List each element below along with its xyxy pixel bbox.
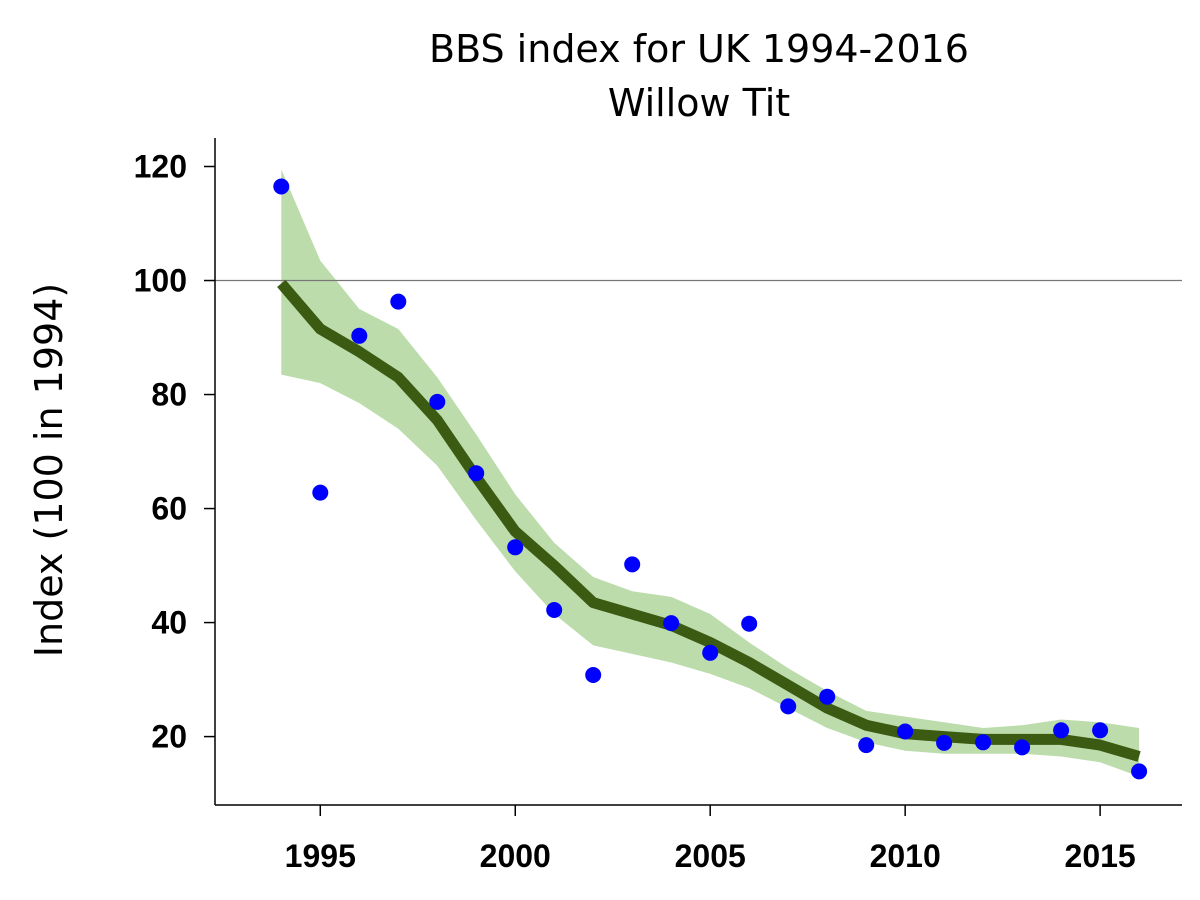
y-tick-label-100: 100 [134, 263, 187, 299]
y-tick-label-60: 60 [151, 491, 187, 527]
x-tick-label-1995: 1995 [285, 838, 356, 874]
data-point-1997 [390, 293, 407, 310]
data-point-1999 [468, 465, 485, 482]
data-point-2016 [1131, 763, 1148, 780]
y-axis-title: Index (100 in 1994) [27, 283, 71, 657]
data-point-2012 [975, 734, 992, 751]
y-tick-label-120: 120 [134, 149, 187, 185]
data-point-2000 [507, 539, 524, 556]
data-point-2006 [741, 615, 758, 632]
chart-title-line-1: BBS index for UK 1994-2016 [429, 27, 969, 71]
data-point-2007 [780, 698, 797, 715]
smoothed-trend-layer [277, 279, 1141, 762]
data-points-layer [273, 178, 1148, 780]
confidence-band [281, 169, 1140, 777]
data-point-1998 [429, 393, 446, 410]
data-point-2003 [624, 556, 641, 573]
chart-title: BBS index for UK 1994-2016 Willow Tit [429, 27, 969, 125]
data-point-2004 [663, 615, 680, 632]
data-point-2010 [897, 723, 914, 740]
smoothed-trend-line [277, 279, 1141, 762]
data-point-1994 [273, 178, 290, 195]
data-point-2001 [546, 602, 563, 618]
data-point-2013 [1014, 739, 1031, 756]
axes-layer: 20 40 60 80 100 120 1995 2000 2005 2010 2015 [134, 138, 1182, 874]
y-tick-label-40: 40 [151, 605, 187, 641]
data-point-2011 [936, 734, 953, 751]
data-point-2005 [702, 644, 719, 661]
confidence-band-layer [281, 169, 1140, 777]
data-point-2015 [1092, 722, 1109, 739]
data-point-1996 [351, 327, 368, 344]
data-point-1995 [312, 484, 329, 501]
y-tick-label-80: 80 [151, 377, 187, 413]
data-point-2008 [819, 688, 836, 705]
data-point-2009 [858, 737, 875, 754]
x-tick-label-2005: 2005 [675, 838, 746, 874]
data-point-2002 [585, 667, 602, 683]
x-tick-label-2000: 2000 [480, 838, 551, 874]
data-point-2014 [1053, 722, 1070, 739]
x-tick-label-2015: 2015 [1065, 838, 1136, 874]
y-tick-label-20: 20 [151, 719, 187, 755]
chart-title-line-2: Willow Tit [608, 81, 790, 125]
x-tick-label-2010: 2010 [870, 838, 941, 874]
